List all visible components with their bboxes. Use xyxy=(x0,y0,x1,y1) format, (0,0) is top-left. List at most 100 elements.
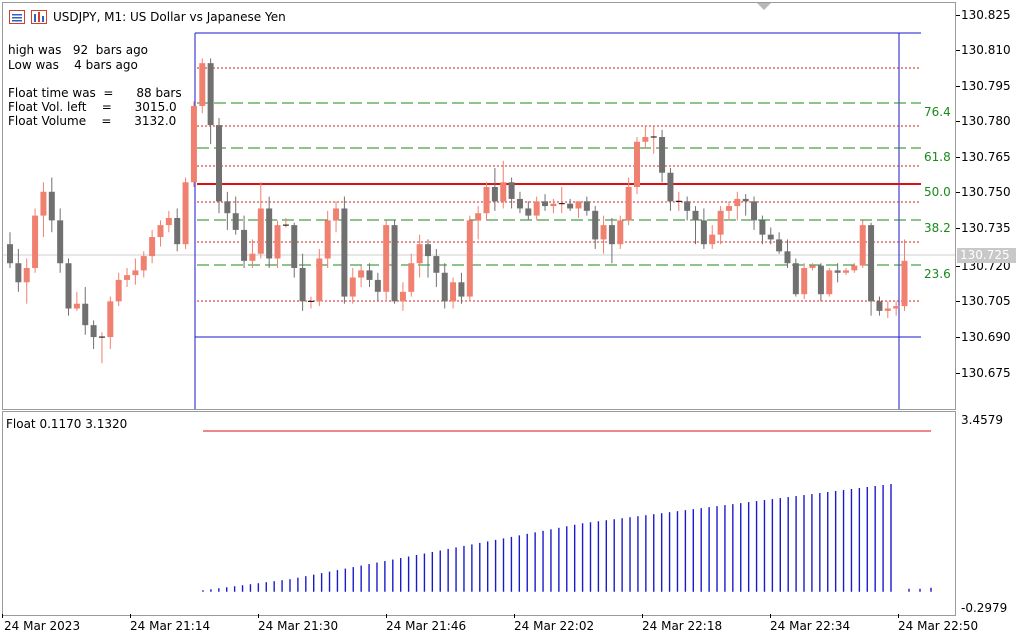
candle-body xyxy=(575,201,582,209)
price-chart-canvas[interactable] xyxy=(3,3,955,409)
candle-body xyxy=(826,270,833,295)
time-label: 24 Mar 21:46 xyxy=(386,619,467,633)
chart-shift-marker-icon[interactable] xyxy=(757,3,771,11)
candle-body xyxy=(165,217,172,226)
candle-body xyxy=(266,208,273,259)
candle-body xyxy=(232,213,239,230)
low-was-text: Low was 4 bars ago xyxy=(8,58,138,72)
candle-body xyxy=(15,263,22,283)
candle-body xyxy=(374,279,381,292)
candle-body xyxy=(241,229,248,261)
candle-body xyxy=(450,282,457,302)
candle-body xyxy=(709,234,716,245)
candle-body xyxy=(341,208,348,297)
candle-body xyxy=(32,215,39,268)
float-volume-text: Float Volume = 3132.0 xyxy=(8,114,177,128)
candle-body xyxy=(491,187,498,202)
candle-body xyxy=(817,265,824,295)
candle-body xyxy=(700,220,707,245)
float-vol-left-text: Float Vol. left = 3015.0 xyxy=(8,100,177,114)
candle-body xyxy=(692,210,699,221)
candle-body xyxy=(634,141,640,188)
candle-body xyxy=(7,244,13,264)
indicator-title: Float 0.1170 3.1320 xyxy=(6,417,128,431)
fibo-label-38-2: 38.2 xyxy=(924,221,951,235)
candle-body xyxy=(742,198,749,202)
candle-body xyxy=(190,106,197,183)
candle-body xyxy=(625,187,632,221)
candle-body xyxy=(115,279,122,302)
time-label: 24 Mar 22:18 xyxy=(642,619,723,633)
candle-body xyxy=(174,217,181,245)
candle-body xyxy=(809,265,816,268)
fibo-label-50-0: 50.0 xyxy=(924,185,951,199)
candle-body xyxy=(366,270,373,280)
candle-body xyxy=(525,208,532,216)
candle-body xyxy=(224,201,231,214)
candle-body xyxy=(868,225,875,302)
candle-body xyxy=(801,268,808,295)
candle-body xyxy=(466,220,473,297)
high-was-text: high was 92 bars ago xyxy=(8,43,149,57)
candle-body xyxy=(132,270,139,276)
candle-body xyxy=(182,182,189,245)
float-indicator-pane[interactable]: Float 0.1170 3.1320 xyxy=(2,411,956,616)
price-label: 130.810 xyxy=(961,43,1011,57)
float-time-text: Float time was = 88 bars xyxy=(8,86,182,100)
price-label: 130.690 xyxy=(961,330,1011,344)
candle-body xyxy=(316,258,323,302)
candle-body xyxy=(642,137,649,142)
candle-body xyxy=(73,303,80,309)
candle-body xyxy=(684,201,691,211)
candle-body xyxy=(751,201,758,221)
candle-body xyxy=(834,270,841,273)
price-label: 130.750 xyxy=(961,185,1011,199)
time-label: 24 Mar 21:30 xyxy=(258,619,339,633)
fibo-label-61-8: 61.8 xyxy=(924,150,951,164)
candle-body xyxy=(508,182,515,199)
candle-body xyxy=(583,201,590,211)
candle-body xyxy=(441,272,448,302)
price-label: 130.705 xyxy=(961,294,1011,308)
candle-body xyxy=(767,234,774,240)
price-axis[interactable] xyxy=(956,2,1024,408)
candle-body xyxy=(425,244,431,257)
current-price-marker: 130.725 xyxy=(957,248,1016,263)
candle-body xyxy=(291,225,298,268)
candle-body xyxy=(667,172,674,202)
chart-title: USDJPY, M1: US Dollar vs Japanese Yen xyxy=(53,10,286,24)
candle-body xyxy=(567,203,574,209)
candle-body xyxy=(207,63,214,126)
candle-body xyxy=(399,291,406,302)
candle-body xyxy=(550,203,557,207)
chart-header: USDJPY, M1: US Dollar vs Japanese Yen xyxy=(9,10,286,24)
candle-body xyxy=(216,125,222,202)
candle-body xyxy=(792,263,799,295)
candle-body xyxy=(124,275,131,280)
fibo-label-23-6: 23.6 xyxy=(924,267,951,281)
candle-body xyxy=(617,220,624,245)
candle-body xyxy=(391,225,398,302)
candle-body xyxy=(734,198,741,207)
candle-body xyxy=(408,263,415,292)
candle-body xyxy=(48,191,55,221)
candle-body xyxy=(600,225,607,240)
candle-body xyxy=(57,220,64,264)
candle-body xyxy=(784,251,791,264)
time-label: 24 Mar 22:02 xyxy=(514,619,595,633)
price-chart-pane[interactable]: USDJPY, M1: US Dollar vs Japanese Yen hi… xyxy=(2,2,956,410)
indicator-chart-icon xyxy=(31,10,47,24)
candle-body xyxy=(140,256,147,271)
candle-body xyxy=(149,237,156,257)
candle-body xyxy=(274,225,281,259)
candle-body xyxy=(542,201,549,207)
candle-body xyxy=(199,63,206,107)
candle-body xyxy=(65,263,72,309)
float-histogram-canvas[interactable] xyxy=(3,412,955,615)
candle-body xyxy=(299,268,306,302)
candle-body xyxy=(349,277,356,297)
candle-body xyxy=(90,325,97,338)
price-label: 130.825 xyxy=(961,8,1011,22)
candle-body xyxy=(40,191,47,216)
candle-body xyxy=(859,225,866,266)
